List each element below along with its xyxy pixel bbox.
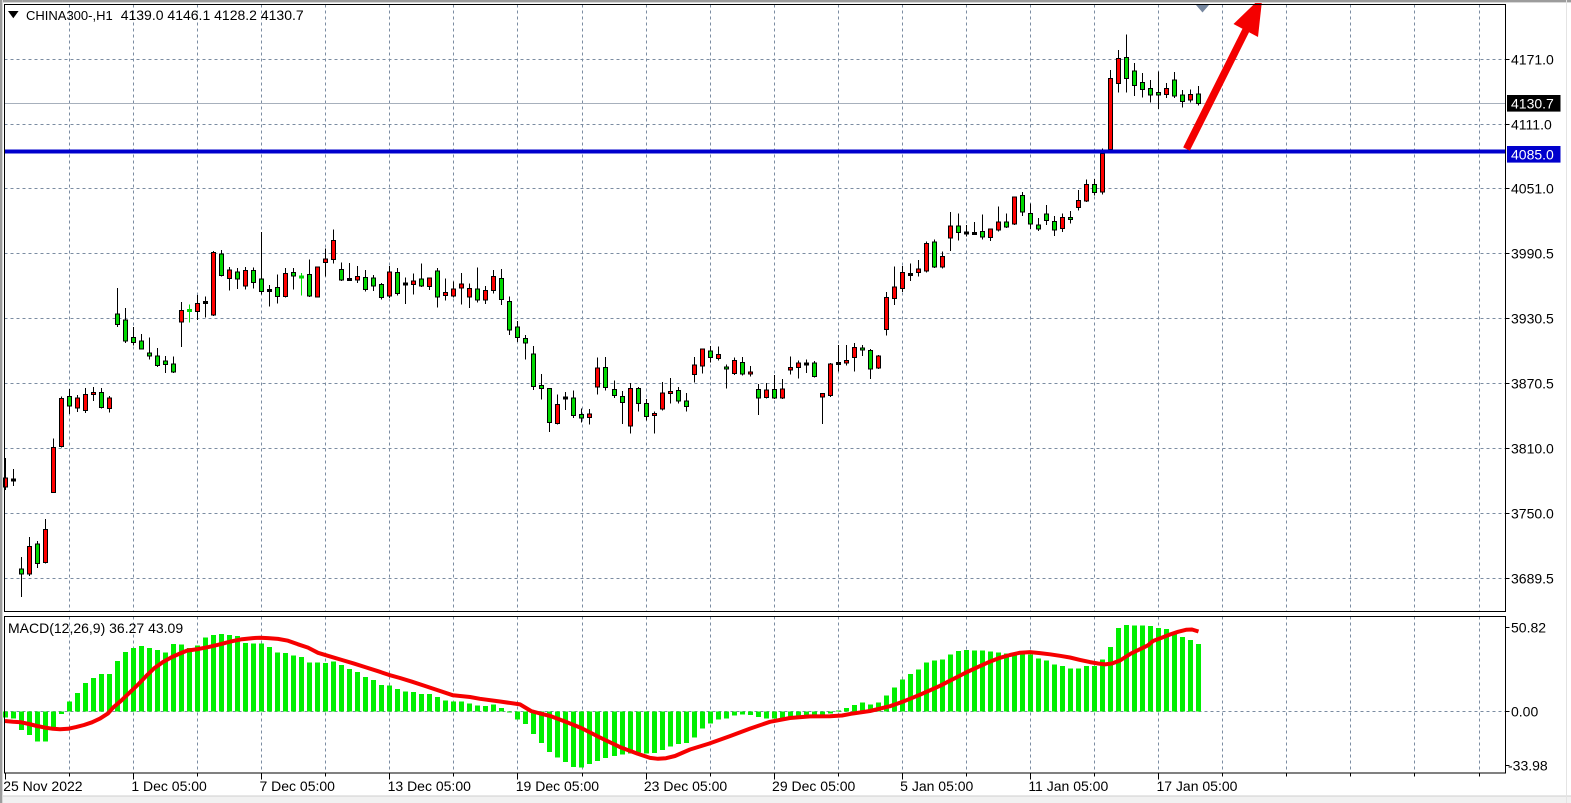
svg-text:4130.7: 4130.7 <box>1511 96 1554 112</box>
svg-text:3810.0: 3810.0 <box>1511 441 1554 457</box>
svg-text:1 Dec 05:00: 1 Dec 05:00 <box>131 778 207 794</box>
svg-text:25 Nov 2022: 25 Nov 2022 <box>3 778 83 794</box>
svg-text:17 Jan 05:00: 17 Jan 05:00 <box>1156 778 1237 794</box>
svg-text:3930.5: 3930.5 <box>1511 311 1554 327</box>
svg-text:3870.5: 3870.5 <box>1511 376 1554 392</box>
svg-text:4111.0: 4111.0 <box>1511 117 1552 133</box>
svg-text:0.00: 0.00 <box>1511 704 1538 720</box>
svg-text:3689.5: 3689.5 <box>1511 571 1554 587</box>
svg-text:23 Dec 05:00: 23 Dec 05:00 <box>644 778 727 794</box>
svg-text:19 Dec 05:00: 19 Dec 05:00 <box>516 778 599 794</box>
svg-text:3990.5: 3990.5 <box>1511 246 1554 262</box>
svg-text:7 Dec 05:00: 7 Dec 05:00 <box>259 778 335 794</box>
svg-text:5 Jan 05:00: 5 Jan 05:00 <box>900 778 973 794</box>
svg-text:4085.0: 4085.0 <box>1511 147 1554 163</box>
svg-text:4051.0: 4051.0 <box>1511 181 1554 197</box>
svg-text:29 Dec 05:00: 29 Dec 05:00 <box>772 778 855 794</box>
svg-text:13 Dec 05:00: 13 Dec 05:00 <box>388 778 471 794</box>
svg-text:MACD(12,26,9) 36.27 43.09: MACD(12,26,9) 36.27 43.09 <box>8 620 183 636</box>
svg-text:50.82: 50.82 <box>1511 620 1546 636</box>
svg-text:11 Jan 05:00: 11 Jan 05:00 <box>1028 778 1108 794</box>
svg-text:3750.0: 3750.0 <box>1511 506 1554 522</box>
svg-text:4171.0: 4171.0 <box>1511 52 1554 68</box>
svg-text:-33.98: -33.98 <box>1508 758 1548 774</box>
